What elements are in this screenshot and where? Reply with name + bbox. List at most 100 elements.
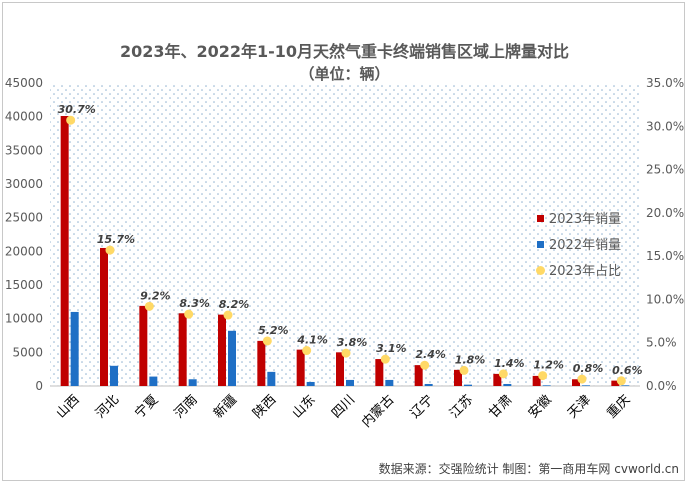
x-tick-label: 四川 xyxy=(329,392,358,421)
bar-2022 xyxy=(267,371,276,386)
bar-2023 xyxy=(218,314,226,386)
source-note: 数据来源：交强险统计 制图：第一商用车网 cvworld.cn xyxy=(378,462,679,476)
x-tick-label: 安徽 xyxy=(526,392,555,421)
chart-title: 2023年、2022年1-10月天然气重卡终端销售区域上牌量对比 xyxy=(119,42,570,61)
legend-swatch xyxy=(536,266,545,275)
share-data-label: 0.8% xyxy=(573,362,604,375)
x-tick-label: 河南 xyxy=(171,392,201,422)
legend-label: 2023年占比 xyxy=(549,264,621,279)
share-data-label: 8.2% xyxy=(219,298,250,311)
share-point xyxy=(144,301,154,311)
share-data-label: 0.6% xyxy=(612,364,643,377)
share-data-label: 1.8% xyxy=(455,353,486,366)
y-tick-right-label: 25.0% xyxy=(646,163,684,177)
y-tick-left-label: 35000 xyxy=(5,143,43,157)
bar-2022 xyxy=(503,383,512,386)
bar-2022 xyxy=(582,385,590,386)
bar-2022 xyxy=(306,381,315,386)
share-data-label: 30.7% xyxy=(58,103,96,116)
bar-2022 xyxy=(424,383,433,386)
share-point xyxy=(420,360,430,370)
share-data-label: 4.1% xyxy=(296,334,328,347)
y-tick-left-label: 20000 xyxy=(5,244,43,258)
share-data-label: 9.2% xyxy=(140,289,171,302)
bar-2022 xyxy=(149,376,158,386)
share-point xyxy=(459,365,469,375)
bar-series xyxy=(60,115,630,386)
y-tick-left-label: 0 xyxy=(35,379,43,393)
bar-2022 xyxy=(621,385,630,386)
bar-2022 xyxy=(110,365,118,386)
bar-2023 xyxy=(414,365,423,386)
y-tick-right-label: 15.0% xyxy=(646,249,684,263)
bar-2022 xyxy=(464,384,472,386)
x-tick-label: 陕西 xyxy=(250,392,279,421)
bar-2023 xyxy=(100,247,108,386)
share-point xyxy=(616,376,626,386)
x-tick-label: 重庆 xyxy=(604,392,634,422)
share-data-label: 1.4% xyxy=(494,357,525,370)
bar-2023 xyxy=(336,352,344,386)
share-data-label: 2.4% xyxy=(415,348,446,361)
share-point xyxy=(380,354,390,364)
y-tick-right-label: 30.0% xyxy=(646,119,684,133)
y-axis-right: 0.0% 5.0% 10.0% 15.0% 20.0% 25.0% 30.0% 35.0% xyxy=(646,76,684,393)
x-tick-label: 内蒙古 xyxy=(358,392,397,431)
bar-2023 xyxy=(139,305,148,386)
x-tick-label: 江苏 xyxy=(446,392,476,422)
bar-2023 xyxy=(611,380,620,386)
share-data-label: 1.2% xyxy=(533,359,564,372)
x-tick-label: 辽宁 xyxy=(407,392,437,422)
share-point xyxy=(105,245,115,255)
share-data-label: 8.3% xyxy=(179,297,210,310)
plot-area-background xyxy=(50,83,640,386)
share-data-label: 5.2% xyxy=(258,324,289,337)
share-point xyxy=(262,336,272,346)
y-tick-right-label: 20.0% xyxy=(646,206,684,220)
legend-swatch xyxy=(537,241,544,248)
bar-2023 xyxy=(257,340,266,386)
bar-2023 xyxy=(454,369,462,386)
share-point xyxy=(223,310,233,320)
chart-subtitle: （单位：辆） xyxy=(299,65,390,83)
x-axis-labels: 山西 河北 宁夏 河南 新疆 陕西 山东 四川 内蒙古 辽宁 江苏 甘肃 安徽 天津 重庆 xyxy=(54,392,634,431)
share-data-label: 3.8% xyxy=(337,336,368,349)
y-tick-left-label: 5000 xyxy=(12,345,43,359)
share-point xyxy=(341,348,351,358)
bar-2023 xyxy=(532,375,541,386)
share-points: 30.7% 15.7% 9.2% 8.3% 8.2% 5.2% 4.1% 3.8% 3.1% 2.… xyxy=(58,103,643,386)
bar-2022 xyxy=(228,330,236,386)
y-tick-right-label: 10.0% xyxy=(646,292,684,306)
share-point xyxy=(184,309,194,319)
y-tick-left-label: 15000 xyxy=(5,278,43,292)
legend-swatch xyxy=(537,215,544,222)
bar-2022 xyxy=(542,385,551,386)
y-tick-right-label: 5.0% xyxy=(646,336,677,350)
legend-label: 2023年销量 xyxy=(549,212,621,227)
bar-2023 xyxy=(178,313,187,386)
legend-label: 2022年销量 xyxy=(549,238,621,253)
legend: 2023年销量 2022年销量 2023年占比 xyxy=(536,212,621,279)
y-axis-left: 0 5000 10000 15000 20000 25000 30000 35000 40000… xyxy=(5,76,43,393)
y-tick-right-label: 0.0% xyxy=(646,379,677,393)
share-point xyxy=(66,115,76,125)
bar-2023 xyxy=(296,349,305,386)
share-point xyxy=(498,369,508,379)
share-data-label: 3.1% xyxy=(376,342,407,355)
x-tick-label: 山东 xyxy=(290,392,319,421)
bar-2022 xyxy=(346,379,354,386)
y-tick-left-label: 30000 xyxy=(5,177,43,191)
bar-2022 xyxy=(188,379,197,386)
y-tick-right-label: 35.0% xyxy=(646,76,684,90)
x-tick-label: 天津 xyxy=(565,392,594,421)
bar-2022 xyxy=(385,379,394,386)
y-tick-left-label: 25000 xyxy=(5,211,43,225)
bar-2023 xyxy=(572,379,580,386)
x-tick-label: 宁夏 xyxy=(132,392,162,422)
x-tick-label: 山西 xyxy=(54,392,83,421)
share-data-label: 15.7% xyxy=(97,233,135,246)
bar-2022 xyxy=(70,311,79,386)
y-tick-left-label: 40000 xyxy=(5,110,43,124)
